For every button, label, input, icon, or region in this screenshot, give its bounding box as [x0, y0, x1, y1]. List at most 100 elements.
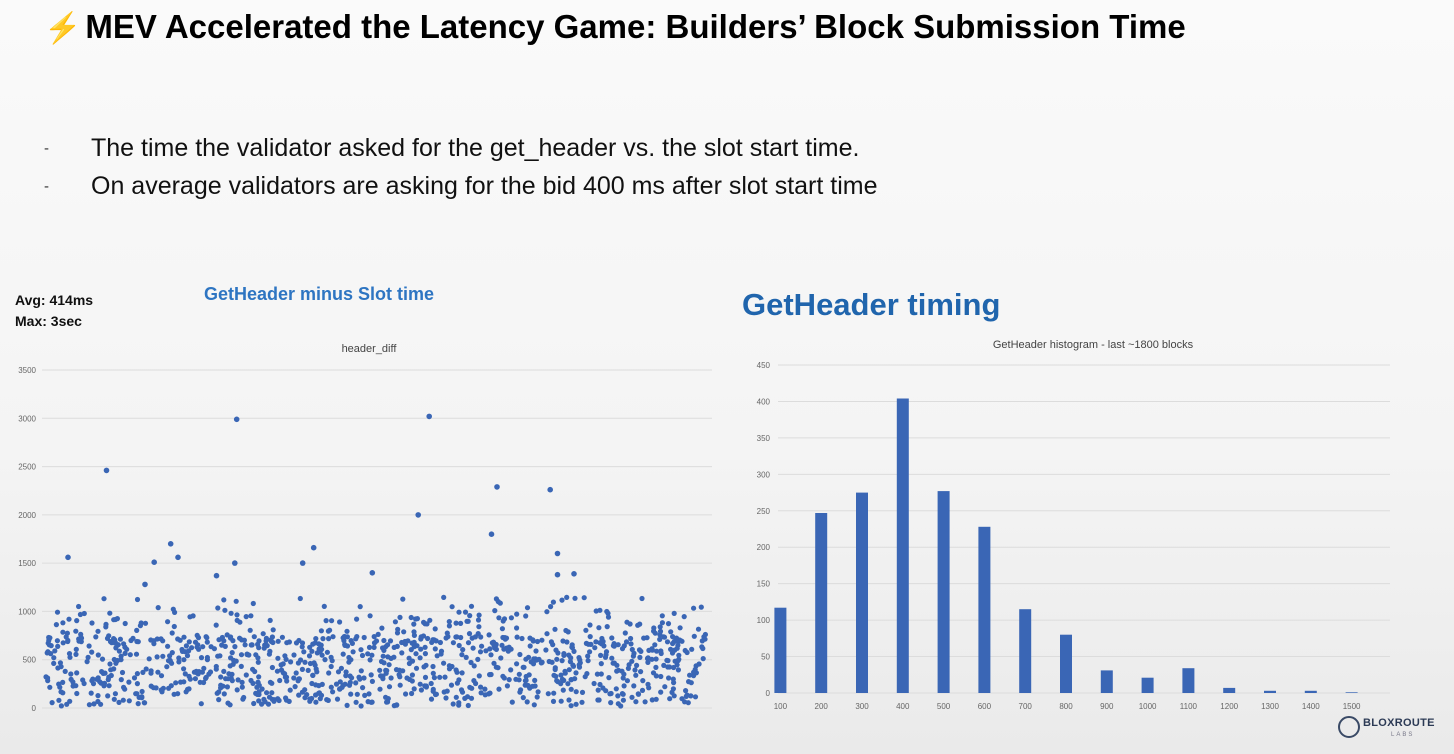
- scatter-point: [284, 640, 290, 646]
- scatter-point: [45, 675, 51, 681]
- y-tick-label: 200: [757, 543, 771, 552]
- scatter-point: [216, 637, 222, 643]
- scatter-point: [519, 635, 525, 642]
- scatter-point: [122, 644, 128, 650]
- scatter-point: [441, 594, 447, 600]
- scatter-point: [613, 686, 619, 692]
- scatter-point: [446, 619, 452, 625]
- scatter-point: [468, 603, 475, 609]
- left-chart-heading: GetHeader minus Slot time: [204, 284, 435, 304]
- scatter-point: [677, 625, 683, 631]
- scatter-point: [267, 617, 273, 623]
- scatter-point: [639, 595, 645, 602]
- y-tick-label: 3500: [18, 366, 36, 375]
- scatter-point: [564, 639, 570, 645]
- scatter-point: [354, 616, 360, 622]
- scatter-point: [160, 653, 166, 659]
- scatter-point: [649, 697, 655, 703]
- scatter-point: [269, 664, 275, 671]
- scatter-point: [673, 635, 680, 641]
- scatter-point: [397, 674, 403, 680]
- histogram-title: GetHeader histogram - last ~1800 blocks: [993, 339, 1194, 351]
- scatter-point: [579, 689, 586, 695]
- bullet-list: - The time the validator asked for the g…: [44, 134, 1244, 210]
- scatter-point: [366, 644, 373, 650]
- scatter-point: [427, 617, 433, 623]
- scatter-point: [606, 675, 612, 681]
- scatter-point: [614, 662, 620, 668]
- scatter-point: [98, 701, 104, 707]
- scatter-point: [91, 701, 97, 707]
- scatter-point: [107, 661, 113, 667]
- scatter-point: [638, 669, 644, 675]
- scatter-point: [215, 605, 221, 611]
- scatter-point: [229, 678, 235, 684]
- scatter-point: [514, 625, 520, 631]
- scatter-point: [143, 666, 149, 672]
- scatter-point: [414, 616, 420, 622]
- scatter-point: [316, 690, 322, 696]
- scatter-point: [190, 613, 196, 619]
- scatter-point: [66, 616, 72, 622]
- bullet-text: The time the validator asked for the get…: [91, 134, 860, 162]
- scatter-point: [183, 689, 189, 695]
- scatter-point: [361, 675, 367, 681]
- scatter-point: [358, 703, 364, 709]
- scatter-point: [52, 648, 58, 654]
- scatter-point: [358, 647, 364, 653]
- scatter-point: [530, 661, 537, 667]
- scatter-point: [230, 638, 236, 644]
- scatter-point: [142, 620, 149, 626]
- scatter-point: [600, 685, 606, 691]
- scatter-point: [387, 638, 394, 644]
- scatter-point: [689, 646, 695, 652]
- scatter-point: [664, 657, 670, 663]
- y-tick-label: 150: [757, 580, 771, 589]
- scatter-point: [657, 628, 664, 634]
- scatter-point: [581, 595, 587, 601]
- scatter-point: [631, 683, 637, 689]
- scatter-point: [543, 647, 549, 653]
- scatter-point: [293, 670, 299, 676]
- scatter-point: [324, 649, 330, 655]
- scatter-point: [448, 682, 455, 688]
- scatter-point: [683, 693, 689, 699]
- scatter-point: [683, 688, 689, 694]
- scatter-point: [279, 634, 285, 640]
- scatter-point: [386, 662, 392, 668]
- scatter-point: [181, 657, 187, 663]
- scatter-point: [433, 691, 439, 697]
- bullet-item: - On average validators are asking for t…: [44, 172, 1244, 210]
- scatter-point: [669, 650, 676, 656]
- scatter-point: [342, 641, 348, 648]
- scatter-point: [287, 687, 293, 693]
- scatter-point: [464, 618, 470, 624]
- y-tick-label: 2000: [18, 511, 36, 520]
- scatter-point: [348, 638, 354, 644]
- scatter-point: [524, 605, 531, 611]
- scatter-point: [428, 680, 434, 687]
- scatter-point: [122, 650, 128, 656]
- scatter-point: [583, 627, 589, 633]
- scatter-point: [572, 595, 578, 601]
- scatter-point: [86, 702, 92, 708]
- scatter-point: [167, 653, 173, 659]
- scatter-point: [255, 641, 261, 647]
- scatter-point: [449, 604, 455, 610]
- scatter-point: [533, 648, 539, 654]
- x-tick-label: 100: [774, 702, 788, 711]
- histogram-bar: [1019, 609, 1032, 693]
- scatter-point: [192, 676, 198, 682]
- scatter-point: [95, 628, 101, 634]
- scatter-point: [640, 678, 646, 684]
- scatter-point: [552, 666, 558, 673]
- scatter-point: [148, 670, 154, 676]
- scatter-point: [517, 651, 523, 658]
- scatter-point: [598, 671, 604, 677]
- scatter-point: [213, 572, 220, 579]
- scatter-point: [437, 674, 443, 680]
- scatter-point: [312, 662, 318, 668]
- scatter-point: [107, 610, 113, 616]
- scatter-point: [487, 646, 493, 652]
- scatter-point: [227, 663, 233, 669]
